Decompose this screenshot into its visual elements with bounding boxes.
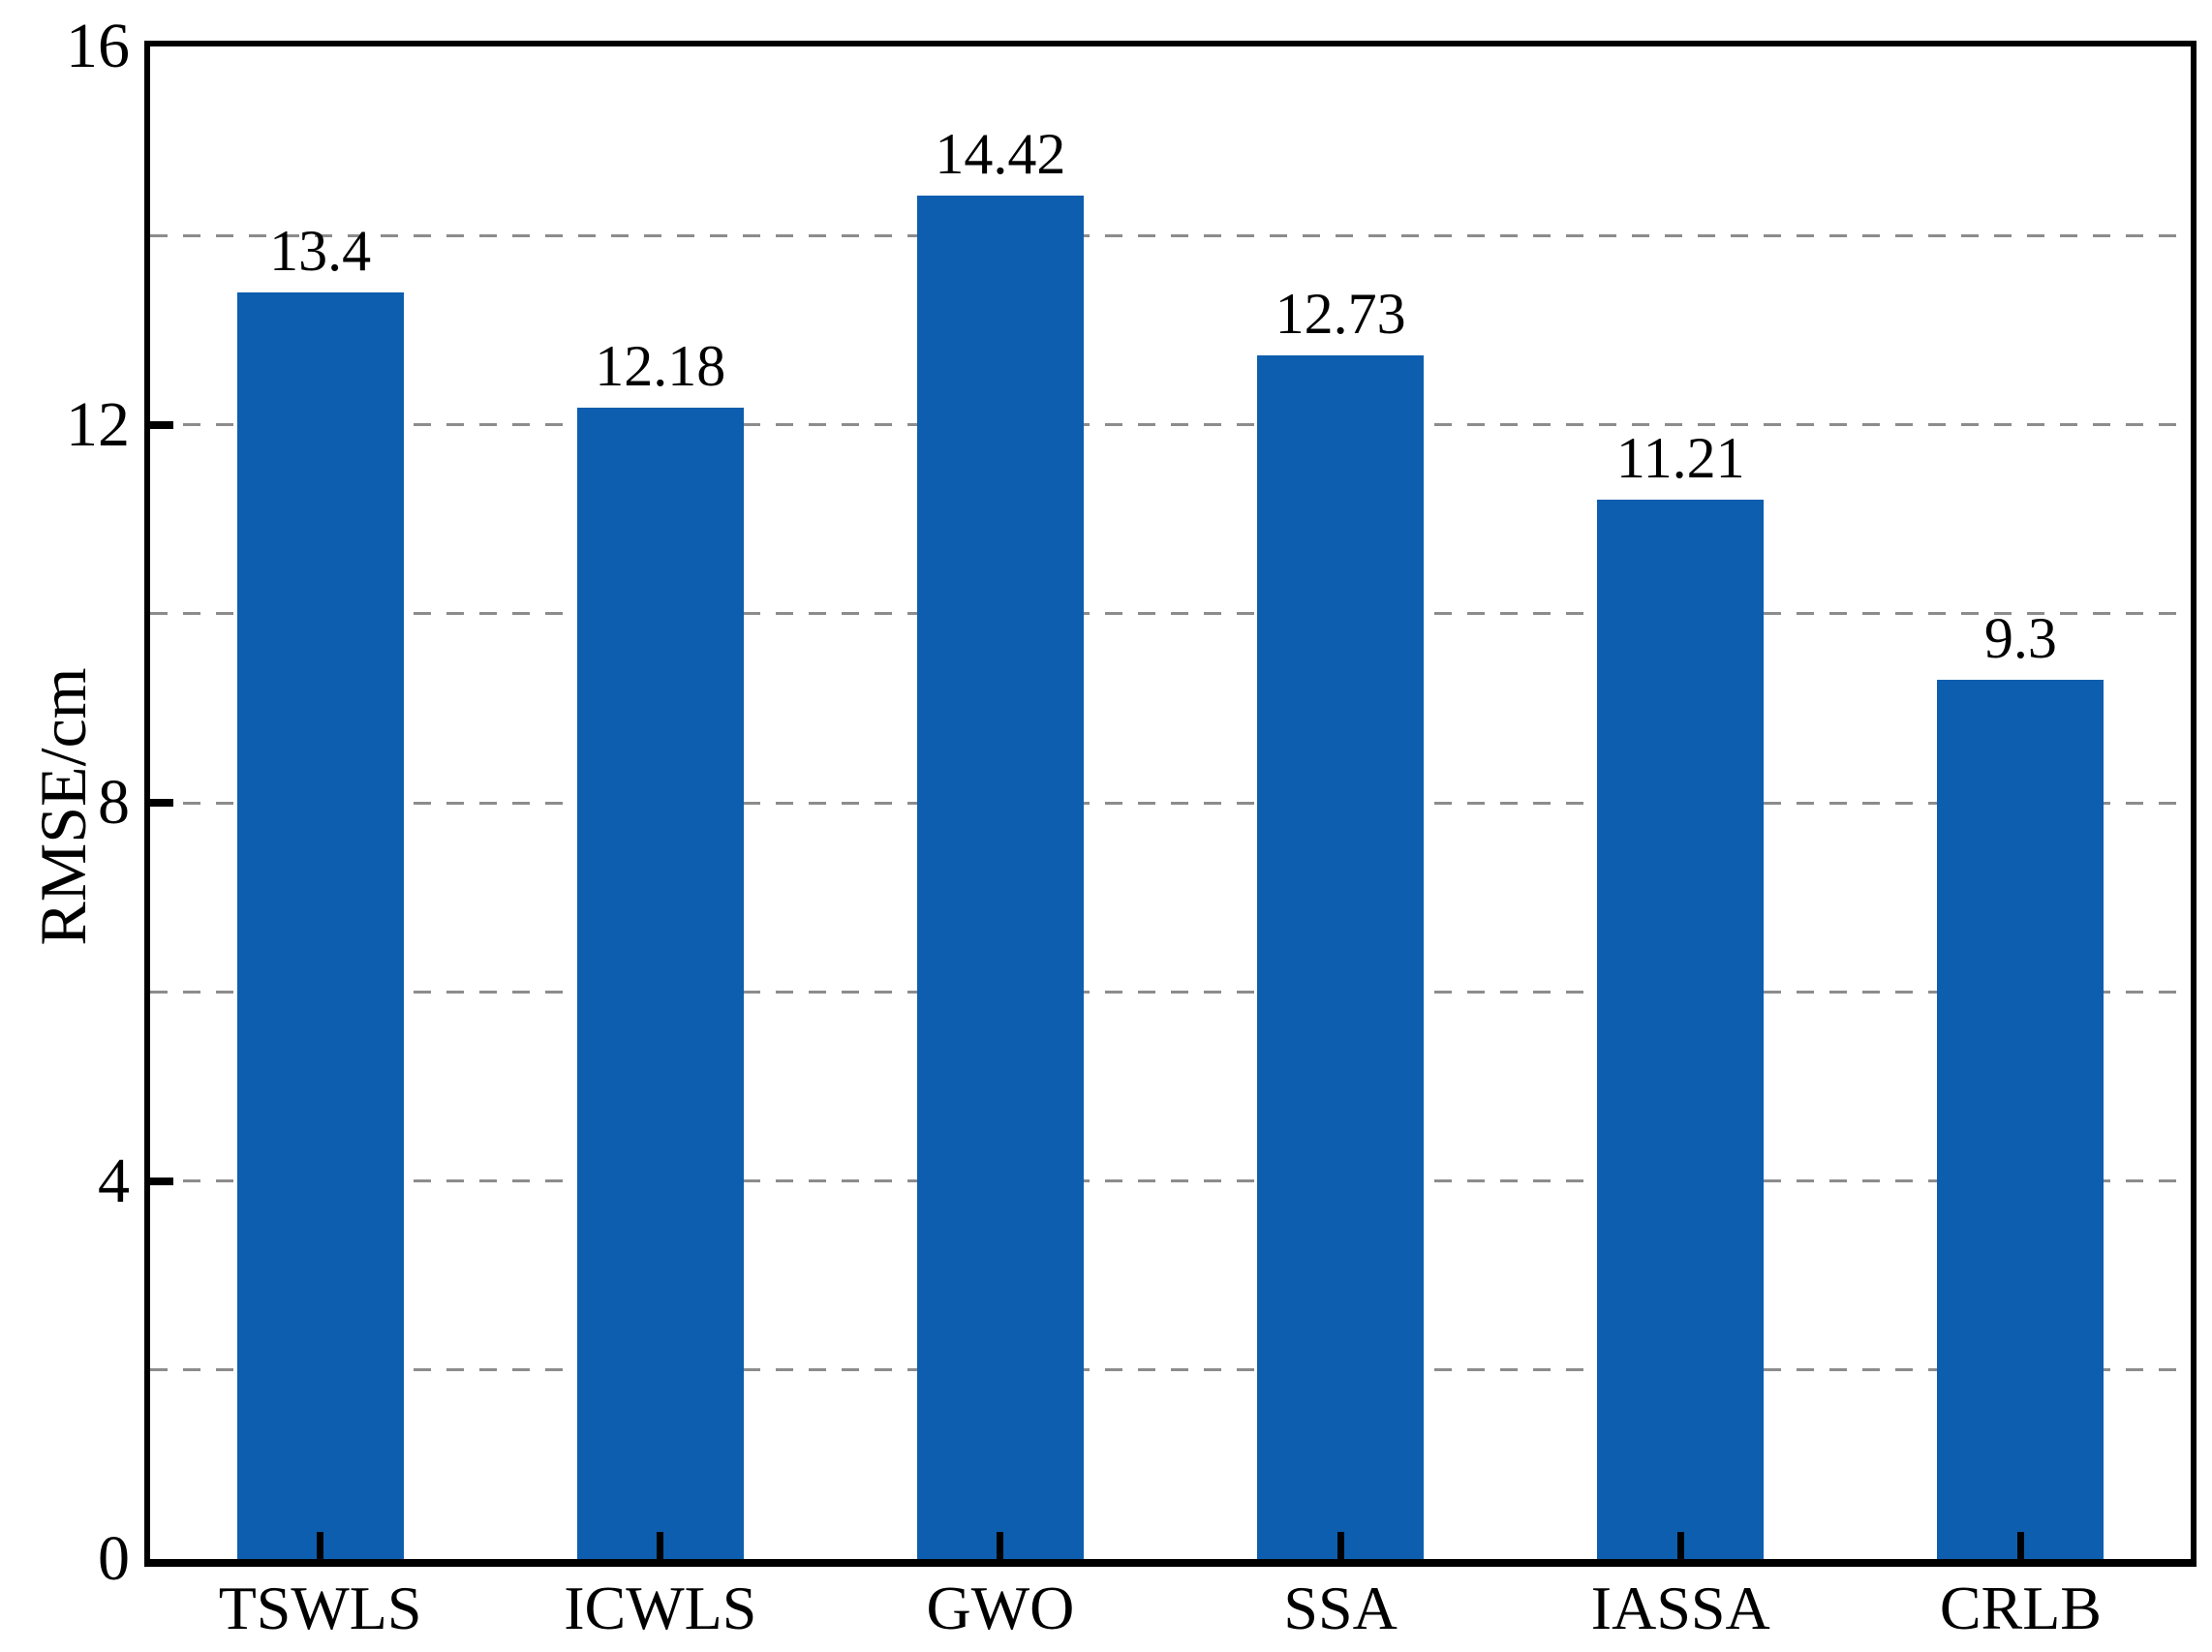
bar-value-label-icwls: 12.18: [595, 333, 726, 398]
x-axis-tick-iassa: [1676, 1532, 1684, 1559]
x-category-label-ssa: SSA: [1283, 1574, 1398, 1642]
y-tick-label-12: 12: [66, 388, 130, 460]
bar-iassa: [1597, 499, 1765, 1559]
y-tick-label-4: 4: [98, 1145, 130, 1216]
x-category-label-icwls: ICWLS: [564, 1574, 757, 1642]
bar-gwo: [916, 196, 1084, 1559]
y-axis-tick-12: [150, 420, 173, 429]
x-category-label-tswls: TSWLS: [218, 1574, 422, 1642]
y-tick-label-0: 0: [98, 1523, 130, 1594]
x-axis-tick-gwo: [997, 1532, 1004, 1559]
y-tick-label-16: 16: [66, 11, 130, 81]
gridline-y-8: [150, 801, 2191, 805]
bar-icwls: [576, 407, 744, 1559]
bar-value-label-crlb: 9.3: [1983, 606, 2057, 671]
plot-inner: 13.4 12.18 14.42 12.73 11.21 9.3: [150, 46, 2191, 1559]
gridline-y-12: [150, 423, 2191, 426]
gridline-y-2: [150, 1368, 2191, 1372]
y-tick-label-8: 8: [98, 767, 130, 838]
x-category-label-iassa: IASSA: [1590, 1574, 1770, 1642]
x-category-label-gwo: GWO: [926, 1574, 1075, 1642]
bar-crlb: [1937, 680, 2104, 1559]
gridline-y-10: [150, 612, 2191, 616]
bar-value-label-tswls: 13.4: [269, 218, 372, 283]
y-axis-tick-4: [150, 1177, 173, 1185]
x-axis-tick-tswls: [317, 1532, 324, 1559]
gridline-y-14: [150, 233, 2191, 237]
x-axis-tick-crlb: [2016, 1532, 2024, 1559]
x-category-label-crlb: CRLB: [1939, 1574, 2102, 1642]
plot-area: 13.4 12.18 14.42 12.73 11.21 9.3: [144, 41, 2197, 1567]
x-axis-tick-ssa: [1336, 1532, 1344, 1559]
bar-value-label-gwo: 14.42: [935, 122, 1066, 187]
y-axis-tick-8: [150, 799, 173, 807]
x-axis-tick-icwls: [657, 1532, 664, 1559]
bar-tswls: [236, 291, 404, 1559]
bar-value-label-iassa: 11.21: [1615, 425, 1745, 490]
bar-value-label-ssa: 12.73: [1275, 282, 1406, 347]
gridline-y-4: [150, 1179, 2191, 1182]
gridline-y-6: [150, 990, 2191, 994]
bar-ssa: [1257, 355, 1425, 1559]
